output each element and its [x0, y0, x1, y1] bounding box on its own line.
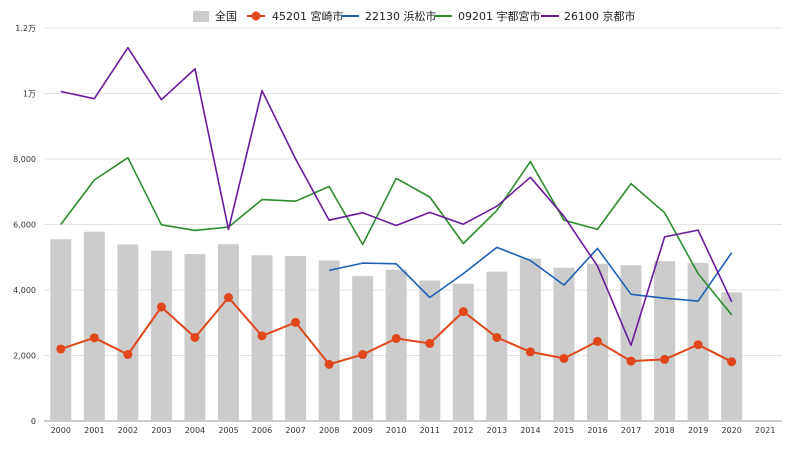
x-tick-label: 2006: [252, 426, 272, 435]
y-tick-label: 4,000: [13, 286, 36, 295]
x-tick-label: 2017: [621, 426, 641, 435]
y-tick-label: 1万: [23, 90, 36, 99]
bar: [83, 231, 105, 421]
x-tick-label: 2010: [386, 426, 406, 435]
legend-label: 全国: [215, 9, 237, 23]
data-point: [492, 332, 502, 342]
x-tick-label: 2001: [84, 426, 104, 435]
legend-label: 22130 浜松市: [365, 9, 437, 23]
bar: [117, 244, 139, 421]
x-tick-label: 2019: [688, 426, 708, 435]
data-point: [291, 317, 301, 327]
bar: [452, 283, 474, 421]
data-point: [224, 293, 233, 303]
data-point: [324, 359, 334, 369]
data-point: [727, 357, 737, 367]
x-tick-label: 2018: [654, 426, 674, 435]
x-tick-label: 2012: [453, 426, 473, 435]
series-line: [60, 156, 733, 316]
data-point: [660, 354, 670, 364]
x-tick-label: 2005: [218, 426, 238, 435]
bar: [285, 255, 307, 421]
x-tick-label: 2013: [487, 426, 507, 435]
x-tick-label: 2002: [118, 426, 138, 435]
bar: [218, 244, 239, 421]
x-tick-label: 2011: [420, 426, 440, 435]
data-point: [626, 356, 636, 366]
legend-swatch-marker: [251, 11, 261, 21]
x-tick-label: 2008: [319, 426, 339, 435]
x-tick-label: 2000: [51, 426, 71, 435]
bar: [352, 275, 374, 421]
bar: [385, 269, 407, 421]
marker-series: [56, 293, 737, 369]
y-tick-label: 2,000: [13, 352, 36, 361]
bar: [150, 250, 172, 421]
bar: [553, 267, 575, 421]
x-tick-label: 2020: [722, 426, 742, 435]
x-tick-label: 2015: [554, 426, 574, 435]
axes: 0 2,000 4,000 6,000 8,000 1万 1.2万 2000 2001 2002 2…: [13, 24, 775, 435]
data-point: [358, 350, 368, 360]
series-line: [328, 246, 733, 302]
data-point: [525, 347, 535, 357]
x-tick-label: 2007: [285, 426, 305, 435]
bar: [419, 280, 441, 421]
bar: [654, 261, 676, 421]
data-point: [458, 307, 468, 317]
data-point: [391, 333, 401, 343]
x-tick-label: 2021: [755, 426, 775, 435]
x-tick-label: 2014: [520, 426, 540, 435]
legend-label: 26100 京都市: [564, 9, 636, 23]
data-point: [257, 331, 267, 341]
bar: [50, 239, 72, 421]
data-point: [425, 338, 435, 348]
legend-label: 45201 宮崎市: [272, 9, 344, 23]
y-tick-label: 0: [31, 417, 36, 426]
y-tick-label: 8,000: [13, 155, 36, 164]
series-line: [60, 46, 733, 347]
data-point: [559, 353, 569, 363]
bar-series: [50, 231, 743, 421]
legend-label: 09201 宇都宮市: [458, 9, 541, 23]
data-point: [123, 350, 133, 360]
x-tick-label: 2009: [353, 426, 373, 435]
bar: [318, 260, 340, 421]
data-point: [190, 332, 200, 342]
data-point: [56, 344, 66, 354]
data-point: [156, 302, 166, 312]
x-tick-label: 2016: [587, 426, 607, 435]
y-tick-label: 6,000: [13, 221, 36, 230]
bar: [721, 292, 743, 421]
y-tick-label: 1.2万: [15, 24, 36, 33]
bar: [519, 258, 541, 421]
data-point: [693, 340, 703, 350]
x-tick-label: 2003: [151, 426, 171, 435]
data-point: [89, 333, 99, 343]
x-tick-label: 2004: [185, 426, 205, 435]
legend-swatch-bar: [193, 11, 209, 22]
bar: [486, 271, 508, 421]
legend: 全国 45201 宮崎市 22130 浜松市 09201 宇都宮市 26100 京都市: [193, 9, 636, 23]
data-point: [593, 336, 602, 346]
